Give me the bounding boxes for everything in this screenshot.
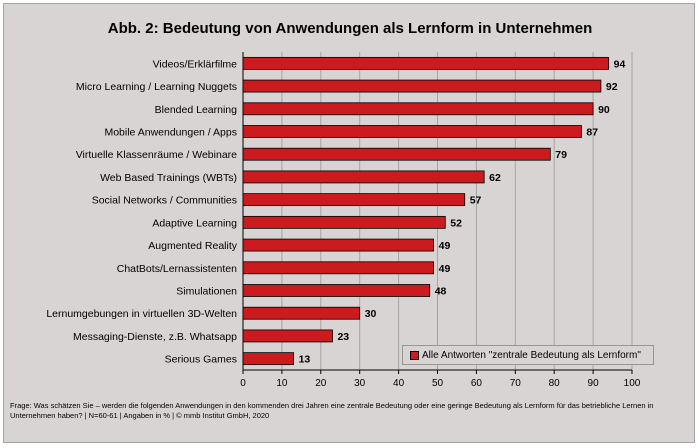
category-label: Blended Learning	[155, 104, 237, 116]
bar	[242, 261, 435, 275]
bar	[242, 284, 431, 297]
category-label: Micro Learning / Learning Nuggets	[76, 81, 237, 93]
category-label: Videos/Erklärfilme	[153, 58, 238, 70]
bar	[242, 125, 582, 138]
data-label: 23	[337, 331, 349, 343]
x-tick-label: 30	[354, 378, 366, 389]
category-label: Virtuelle Klassenräume / Webinare	[76, 149, 237, 161]
bar	[242, 102, 594, 116]
data-label: 49	[439, 263, 451, 275]
category-label: Web Based Trainings (WBTs)	[100, 172, 237, 184]
x-tick-label: 10	[276, 378, 288, 389]
x-tick-label: 70	[510, 378, 522, 389]
legend: Alle Antworten "zentrale Bedeutung als L…	[402, 345, 654, 365]
bar	[242, 352, 294, 366]
bar	[242, 79, 602, 93]
data-label: 52	[450, 217, 462, 229]
bar	[242, 238, 435, 252]
bar	[242, 306, 361, 320]
legend-label: Alle Antworten "zentrale Bedeutung als L…	[422, 349, 641, 361]
data-label: 48	[435, 286, 447, 298]
x-tick-label: 90	[588, 378, 600, 389]
bar	[242, 56, 610, 70]
data-label: 94	[614, 58, 626, 70]
category-label: ChatBots/Lernassistenten	[117, 263, 237, 275]
data-label: 49	[439, 240, 451, 252]
x-tick-label: 0	[240, 378, 246, 389]
data-label: 62	[489, 172, 501, 184]
category-label: Lernumgebungen in virtuellen 3D-Welten	[46, 308, 237, 320]
x-tick-label: 20	[315, 378, 327, 389]
data-label: 92	[606, 81, 618, 93]
bar	[242, 147, 551, 161]
bar	[242, 215, 446, 229]
bar	[242, 193, 466, 207]
category-label: Augmented Reality	[148, 240, 237, 252]
category-label: Messaging-Dienste, z.B. Whatsapp	[73, 331, 237, 343]
data-label: 57	[470, 195, 482, 207]
legend-swatch	[410, 350, 419, 360]
data-label: 87	[586, 127, 598, 139]
x-tick-label: 40	[393, 378, 405, 389]
x-tick-label: 50	[432, 378, 444, 389]
footnote: Frage: Was schätzen Sie – werden die fol…	[10, 401, 654, 420]
category-label: Mobile Anwendungen / Apps	[104, 127, 237, 139]
category-label: Simulationen	[176, 286, 237, 298]
x-tick-label: 100	[624, 378, 641, 389]
bar	[242, 329, 333, 343]
category-label: Adaptive Learning	[152, 217, 237, 229]
chart-title: Abb. 2: Bedeutung von Anwendungen als Le…	[107, 20, 593, 37]
data-label: 13	[299, 354, 311, 366]
data-label: 90	[598, 104, 610, 116]
category-label: Serious Games	[165, 354, 237, 366]
data-label: 30	[365, 308, 377, 320]
x-tick-label: 80	[549, 378, 561, 389]
x-tick-label: 60	[471, 378, 483, 389]
category-label: Social Networks / Communities	[92, 195, 237, 207]
bar	[242, 170, 485, 184]
data-label: 79	[555, 149, 567, 161]
